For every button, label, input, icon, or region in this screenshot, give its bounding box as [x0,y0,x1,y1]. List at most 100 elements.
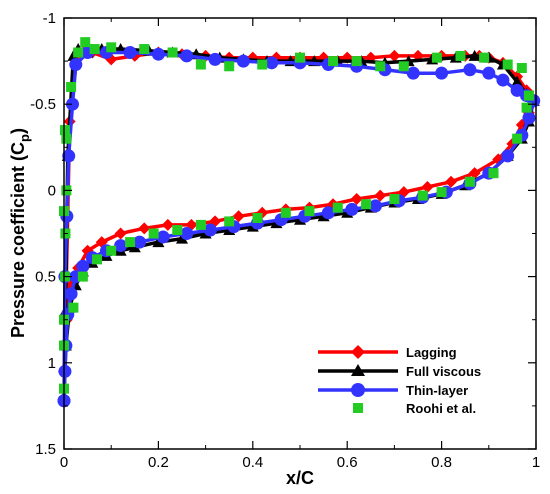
y-tick-label: -0.5 [30,96,56,113]
data-point-square [61,133,72,144]
data-point-diamond [114,227,127,240]
x-tick-label: 0 [60,454,68,471]
data-point-square [66,81,77,92]
data-point-square [436,187,447,198]
data-point-circle [58,364,72,378]
data-point-circle [203,223,217,237]
data-point-square [328,56,339,67]
data-point-circle [496,73,510,87]
data-point-square [167,47,178,58]
y-tick-label: 0 [48,182,56,199]
data-point-circle [114,239,128,253]
data-point-square [431,52,442,63]
legend-label: Full viscous [406,364,481,379]
data-point-diamond [161,218,174,231]
y-axis-title-main: Pressure coefficient (C [8,142,28,338]
data-point-circle [62,149,76,163]
data-point-circle [482,66,496,80]
data-point-circle [435,66,449,80]
data-point-square [479,52,490,63]
data-point-square [516,62,527,73]
data-point-square [59,125,70,136]
x-tick-label: 0.6 [337,454,358,471]
data-point-square [351,56,362,67]
data-point-square [375,61,386,72]
data-point-triangle [176,232,188,244]
data-point-square [106,245,117,256]
data-point-circle [321,206,335,220]
data-point-circle [180,227,194,240]
data-point-square [125,237,136,248]
x-tick-label: 0.8 [431,454,452,471]
data-point-circle [133,235,147,249]
y-tick-label: 1.5 [35,441,56,458]
data-point-square [68,302,79,313]
data-point-diamond [445,175,458,188]
x-tick-label: 1 [532,454,540,471]
y-tick-label: 0.5 [35,269,56,286]
data-point-circle [208,52,222,66]
data-point-square [389,194,400,205]
y-axis-title: Pressure coefficient (Cp) [8,128,32,338]
x-tick-label: 0.2 [148,454,169,471]
x-tick-label: 0.4 [242,454,263,471]
data-point-square [89,44,100,55]
data-point-square [512,133,523,144]
data-point-square [224,216,235,227]
data-point-circle [236,54,250,68]
data-point-diamond [374,189,387,202]
data-point-triangle [468,49,481,61]
data-point-square [80,37,91,48]
legend-marker-square [353,403,363,413]
data-point-square [195,219,206,230]
legend-label: Lagging [406,345,457,360]
data-point-diamond [138,222,151,235]
data-point-square [398,61,409,72]
legend-marker-circle [351,383,365,397]
legend-marker-diamond [351,345,365,359]
legend-label: Thin-layer [406,383,468,398]
data-point-square [280,207,291,218]
data-point-square [148,228,159,239]
data-point-square [464,176,475,187]
y-tick-label: 1 [48,355,56,372]
legend-marker-triangle [351,364,365,376]
data-point-circle [151,47,165,61]
data-point-circle [265,56,279,70]
data-point-diamond [350,193,363,206]
data-point-square [304,206,315,217]
data-point-diamond [421,180,434,193]
data-point-circle [406,66,420,80]
tick-labels: 0 0.2 0.4 0.6 0.8 1 -1 -0.5 0 0.5 1 1.5 [30,10,540,471]
data-point-square [224,61,235,72]
data-point-square [488,168,499,179]
ticks-layer [63,17,537,450]
data-point-triangle [511,75,524,87]
legend-entry-lagging: Lagging [318,345,457,360]
data-point-diamond [388,49,401,62]
data-point-square [77,271,88,282]
data-point-square [195,59,206,70]
data-point-circle [345,202,359,216]
data-point-circle [501,149,515,163]
legend-label: Roohi et al. [406,401,476,416]
data-point-circle [180,49,194,63]
data-point-square [92,254,103,265]
data-point-square [523,90,534,101]
data-point-square [455,50,466,61]
data-point-square [332,202,343,213]
data-point-square [73,47,84,58]
legend-entry-full-viscous: Full viscous [318,364,481,379]
y-axis-title-close: ) [8,128,28,134]
y-axis-title-subscript: p [17,134,32,142]
data-point-circle [64,287,78,301]
data-point-square [361,199,372,210]
legend: Lagging Full viscous Thin-layer Roohi et… [318,345,481,416]
data-point-diamond [468,167,481,180]
data-point-square [172,225,183,236]
data-point-triangle [152,236,165,248]
data-point-circle [65,97,79,111]
data-point-circle [69,58,83,72]
data-point-circle [123,45,137,59]
